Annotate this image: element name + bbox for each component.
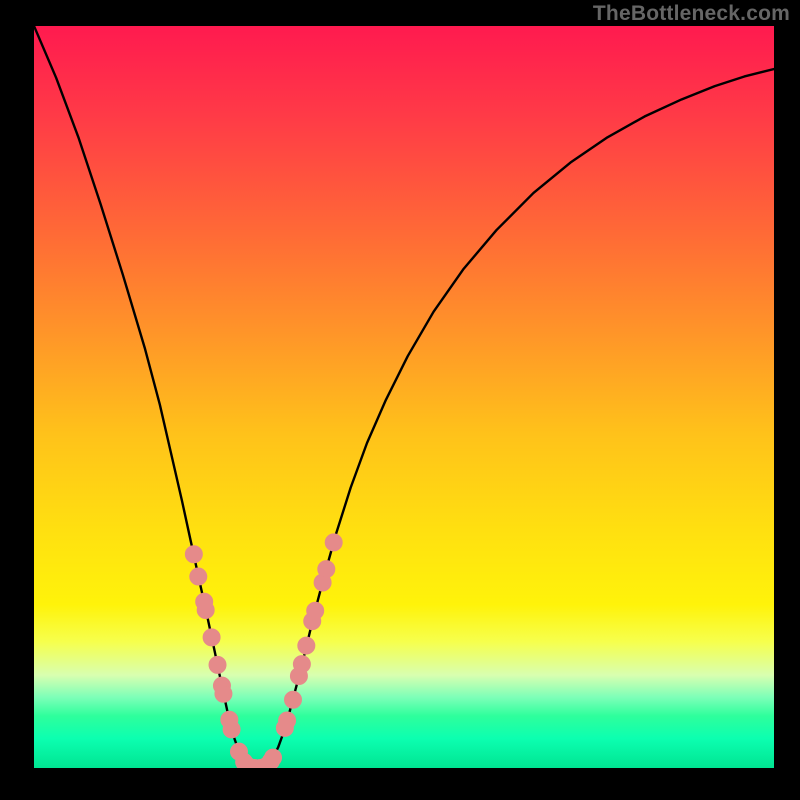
data-marker — [209, 656, 226, 673]
marker-group — [185, 534, 342, 768]
data-marker — [285, 691, 302, 708]
data-marker — [325, 534, 342, 551]
curve-overlay — [34, 26, 774, 768]
data-marker — [298, 637, 315, 654]
chart-canvas: TheBottleneck.com — [0, 0, 800, 800]
data-marker — [197, 601, 214, 618]
plot-area — [34, 26, 774, 768]
data-marker — [318, 561, 335, 578]
data-marker — [190, 568, 207, 585]
data-marker — [293, 656, 310, 673]
data-marker — [307, 602, 324, 619]
data-marker — [223, 721, 240, 738]
data-marker — [265, 749, 282, 766]
data-marker — [203, 629, 220, 646]
data-marker — [279, 712, 296, 729]
data-marker — [185, 546, 202, 563]
watermark-text: TheBottleneck.com — [593, 2, 790, 26]
bottleneck-curve — [34, 26, 774, 768]
data-marker — [215, 685, 232, 702]
